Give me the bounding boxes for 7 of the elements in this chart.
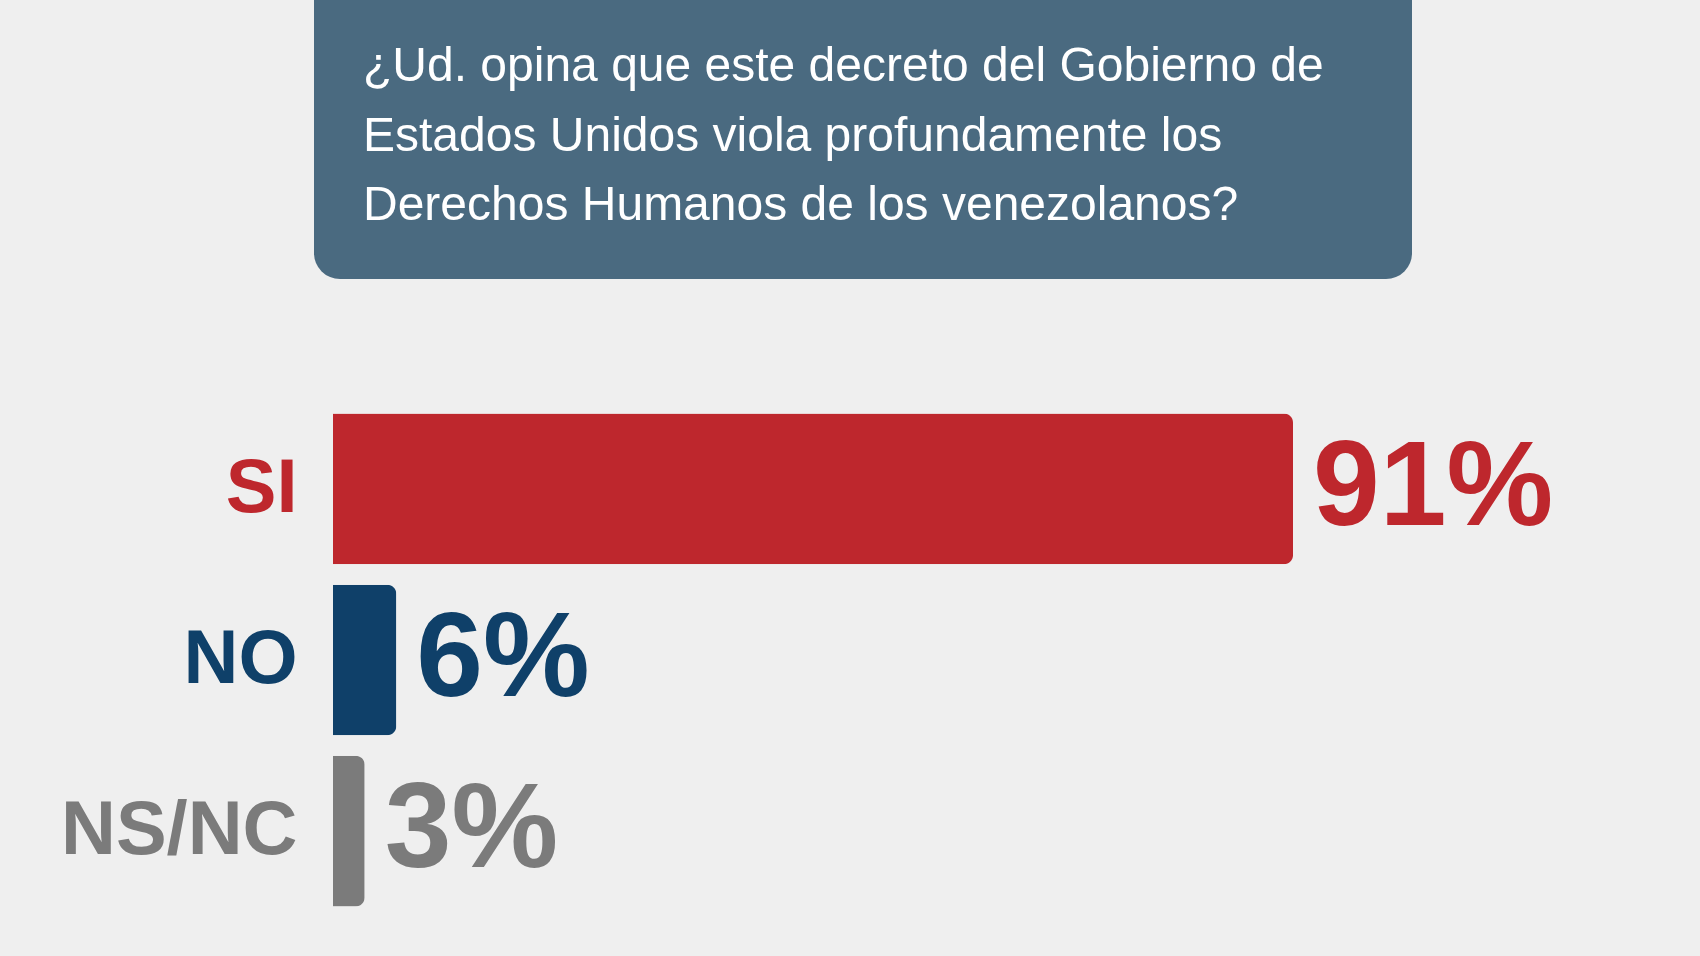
data-label: 3% <box>384 758 559 893</box>
y-tick-label: NO <box>183 614 298 699</box>
y-tick-label: NS/NC <box>61 785 298 871</box>
chart-title: ¿Ud. opina que este decreto del Gobierno de Estados Unidos viola profundamente los Derechos Humanos de los venezolanos? <box>314 0 1412 279</box>
y-tick-label: SI <box>225 442 298 528</box>
data-label: 6% <box>416 587 590 721</box>
data-label: 91% <box>1313 415 1554 550</box>
